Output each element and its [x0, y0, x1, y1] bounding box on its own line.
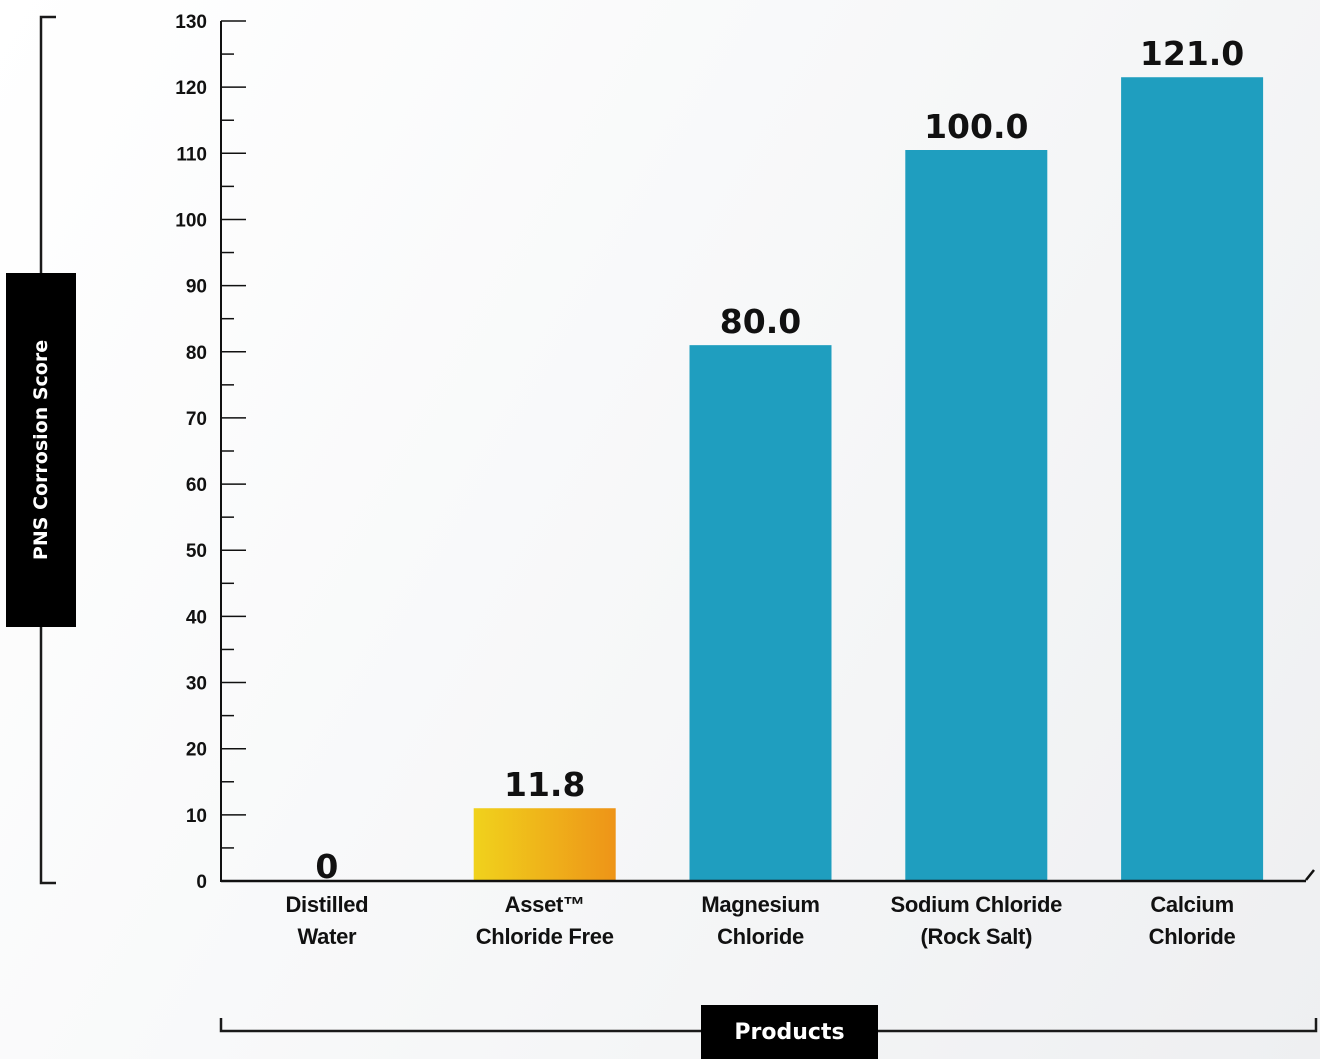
- y-tick-label: 40: [186, 607, 207, 628]
- category-label-line: Calcium: [1150, 892, 1234, 917]
- category-label-line: (Rock Salt): [920, 924, 1033, 949]
- y-tick-label: 80: [186, 343, 207, 364]
- y-tick-label: 130: [175, 12, 207, 33]
- category-label: Sodium Chloride (Rock Salt): [856, 889, 1096, 953]
- category-label-line: Chloride: [717, 924, 804, 949]
- y-axis: 0 10 20 30 40 50 60 70 80 90 100 110 120 130: [175, 12, 246, 893]
- category-label: Calcium Chloride: [1072, 889, 1312, 953]
- bar-value-label: 11.8: [504, 765, 585, 804]
- bar: [473, 808, 616, 881]
- category-label-line: Magnesium: [701, 892, 820, 917]
- category-label-line: Chloride Free: [475, 924, 614, 949]
- y-tick-label: 30: [186, 674, 207, 695]
- value-labels-group: 0 11.8 80.0 100.0 121.0: [315, 34, 1244, 886]
- x-axis: [221, 869, 1315, 883]
- y-tick-label: 110: [176, 144, 207, 165]
- bar-value-label: 121.0: [1140, 34, 1244, 73]
- y-tick-label: 100: [175, 210, 207, 231]
- y-tick-label: 10: [186, 806, 207, 827]
- category-label: Distilled Water: [207, 889, 447, 953]
- y-tick-label: 90: [186, 277, 207, 298]
- category-label-line: Water: [297, 924, 357, 949]
- x-axis-end-cap: [1305, 869, 1315, 881]
- category-label-line: Chloride: [1148, 924, 1236, 949]
- y-tick-label: 60: [186, 475, 207, 496]
- category-label-line: Distilled: [285, 892, 369, 917]
- y-tick-label: 120: [175, 78, 207, 99]
- bars-group: [473, 77, 1264, 882]
- bar-value-label: 100.0: [924, 107, 1028, 146]
- y-tick-label: 20: [186, 740, 207, 761]
- bar-value-label: 80.0: [720, 302, 801, 341]
- y-tick-label: 50: [186, 541, 207, 562]
- bar: [689, 345, 832, 882]
- bar: [905, 150, 1048, 881]
- category-label-line: Sodium Chloride: [890, 892, 1063, 917]
- bar-value-label: 0: [315, 847, 338, 886]
- x-axis-title-box: Products: [701, 1005, 878, 1059]
- y-axis-title: PNS Corrosion Score: [30, 339, 53, 561]
- y-tick-label: 0: [196, 872, 207, 893]
- x-axis-title: Products: [734, 1019, 845, 1045]
- category-label: Magnesium Chloride: [641, 889, 881, 953]
- y-axis-title-box: PNS Corrosion Score: [6, 273, 76, 627]
- category-label-line: Asset™: [504, 892, 585, 917]
- y-tick-label: 70: [186, 409, 207, 430]
- bar: [1121, 77, 1264, 881]
- category-label: Asset™ Chloride Free: [425, 889, 665, 953]
